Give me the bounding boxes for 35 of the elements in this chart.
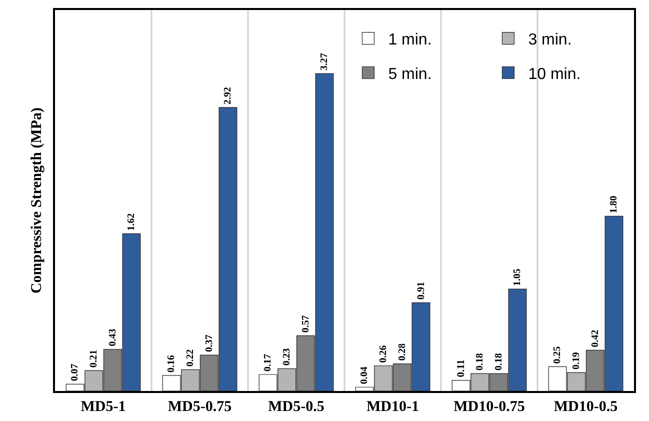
data-label: 0.17 bbox=[262, 354, 274, 372]
x-tick-label: MD10-0.75 bbox=[454, 399, 525, 415]
data-label: 0.37 bbox=[204, 334, 215, 352]
legend-label: 1 min. bbox=[388, 32, 432, 49]
data-label: 0.18 bbox=[474, 353, 486, 370]
data-label: 0.43 bbox=[107, 328, 118, 346]
data-label: 1.80 bbox=[608, 196, 620, 214]
x-tick-label: MD10-1 bbox=[366, 399, 419, 415]
x-tick-label: MD5-0.75 bbox=[168, 399, 232, 415]
data-label: 3.27 bbox=[319, 53, 330, 70]
x-tick-label: MD5-1 bbox=[80, 399, 126, 415]
legend-label: 3 min. bbox=[528, 32, 572, 49]
data-label: 0.11 bbox=[456, 359, 467, 378]
data-label: 0.04 bbox=[359, 366, 370, 384]
x-tick-label: MD5-0.5 bbox=[268, 399, 324, 415]
data-label: 0.21 bbox=[88, 350, 100, 368]
legend-label: 10 min. bbox=[528, 66, 581, 83]
data-label: 0.18 bbox=[493, 353, 504, 370]
data-label: 0.57 bbox=[300, 315, 312, 333]
data-label: 0.23 bbox=[282, 348, 293, 366]
data-label: 0.22 bbox=[185, 349, 196, 367]
data-label: 0.91 bbox=[416, 282, 427, 300]
y-axis-title: Compressive Strength (MPa) bbox=[28, 107, 45, 294]
data-label: 1.05 bbox=[512, 268, 524, 286]
legend-label: 5 min. bbox=[388, 66, 432, 83]
data-label: 0.26 bbox=[378, 345, 390, 363]
data-label: 0.25 bbox=[552, 346, 564, 364]
data-label: 2.92 bbox=[222, 87, 234, 104]
x-tick-label: MD10-0.5 bbox=[554, 399, 618, 415]
data-label: 1.62 bbox=[126, 213, 138, 231]
data-label: 0.19 bbox=[571, 352, 582, 370]
data-label: 0.28 bbox=[396, 343, 408, 361]
data-label: 0.42 bbox=[590, 330, 601, 348]
data-label: 0.16 bbox=[166, 355, 178, 372]
data-label: 0.07 bbox=[70, 364, 81, 382]
